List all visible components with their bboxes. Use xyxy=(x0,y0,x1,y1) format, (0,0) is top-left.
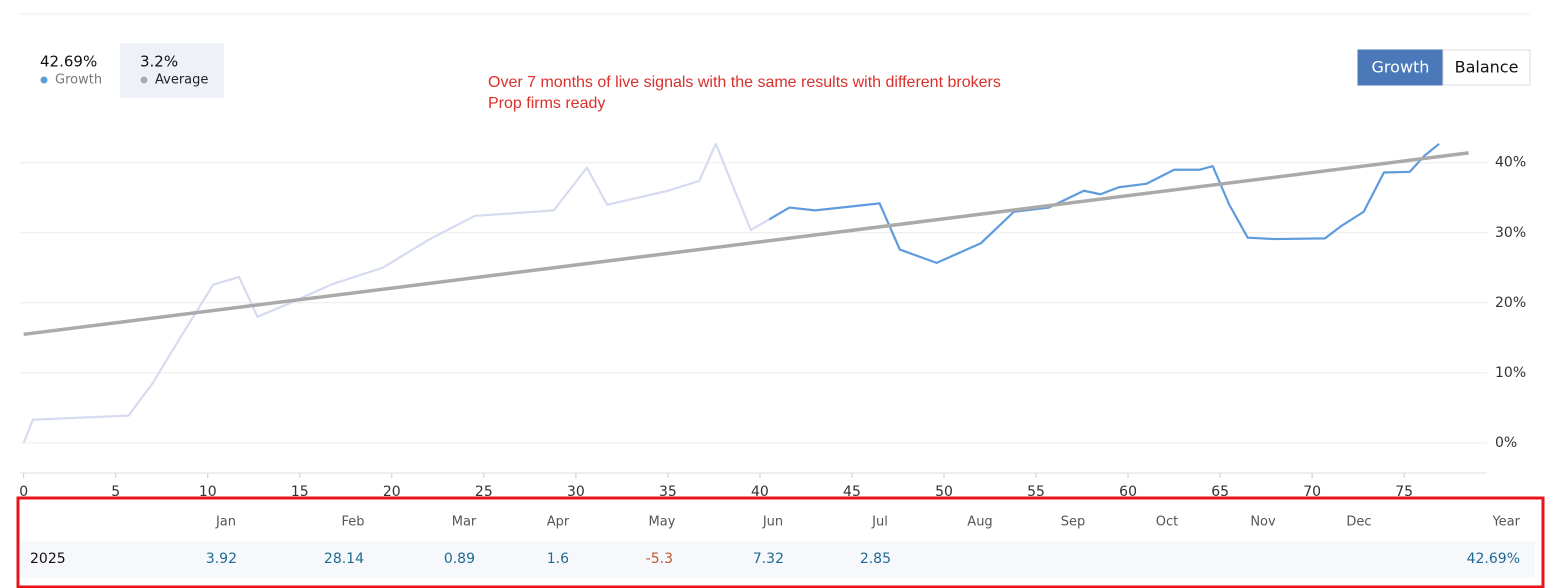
month-header: Jan xyxy=(215,515,236,530)
legend-label: Average xyxy=(155,73,208,88)
table-row-bg xyxy=(20,541,1535,578)
legend-dot xyxy=(140,76,148,84)
x-tick-label: 70 xyxy=(1303,484,1321,500)
legend-highlight xyxy=(120,43,224,98)
month-value: 0.89 xyxy=(444,551,475,567)
x-tick-label: 50 xyxy=(935,484,953,500)
y-tick-label: 20% xyxy=(1495,295,1526,311)
month-value: 3.92 xyxy=(206,551,237,567)
month-header: Aug xyxy=(967,515,992,530)
month-header: Oct xyxy=(1156,515,1178,530)
month-header: May xyxy=(649,515,676,530)
month-value: 1.6 xyxy=(547,551,569,567)
x-tick-label: 30 xyxy=(567,484,585,500)
legend-dot xyxy=(40,76,48,84)
x-tick-label: 60 xyxy=(1119,484,1137,500)
y-tick-label: 30% xyxy=(1495,225,1526,241)
series-line xyxy=(22,142,770,444)
annotation: Prop firms ready xyxy=(488,95,605,112)
x-tick-label: 10 xyxy=(199,484,217,500)
x-tick-label: 55 xyxy=(1027,484,1045,500)
x-tick-label: 0 xyxy=(19,484,28,500)
month-header: Jul xyxy=(871,515,888,530)
y-tick-label: 0% xyxy=(1495,435,1517,451)
legend-value: 42.69% xyxy=(40,53,97,71)
x-tick-label: 35 xyxy=(659,484,677,500)
row-total: 42.69% xyxy=(1467,551,1520,567)
x-tick-label: 75 xyxy=(1395,484,1413,500)
series-line xyxy=(23,151,1469,337)
y-tick-label: 40% xyxy=(1495,155,1526,171)
month-value: -5.3 xyxy=(646,551,673,567)
toggle-button[interactable] xyxy=(1442,49,1531,86)
x-tick-label: 5 xyxy=(111,484,120,500)
month-value: 2.85 xyxy=(860,551,891,567)
row-year: 2025 xyxy=(30,551,66,567)
x-tick-label: 65 xyxy=(1211,484,1229,500)
highlight-box xyxy=(16,496,1545,588)
month-header: Dec xyxy=(1346,515,1371,530)
legend-label: Growth xyxy=(55,73,102,88)
x-tick-label: 40 xyxy=(751,484,769,500)
toggle-button[interactable] xyxy=(1357,49,1444,86)
x-tick-label: 25 xyxy=(475,484,493,500)
month-header: Sep xyxy=(1061,515,1086,530)
month-header: Feb xyxy=(341,515,364,530)
month-value: 7.32 xyxy=(753,551,784,567)
toggle-button-label[interactable]: Growth xyxy=(1372,58,1430,77)
x-tick-label: 45 xyxy=(843,484,861,500)
month-value: 28.14 xyxy=(324,551,364,567)
month-header: Nov xyxy=(1250,515,1276,530)
series-line xyxy=(768,142,1440,264)
legend-value: 3.2% xyxy=(140,53,178,71)
toggle-button-label[interactable]: Balance xyxy=(1455,58,1519,77)
month-header: Mar xyxy=(452,515,477,530)
y-tick-label: 10% xyxy=(1495,365,1526,381)
x-tick-label: 15 xyxy=(291,484,309,500)
annotation: Over 7 months of live signals with the s… xyxy=(488,74,1001,91)
month-header: Apr xyxy=(547,515,570,530)
month-header: Jun xyxy=(762,515,783,530)
x-tick-label: 20 xyxy=(383,484,401,500)
year-header: Year xyxy=(1491,515,1520,530)
